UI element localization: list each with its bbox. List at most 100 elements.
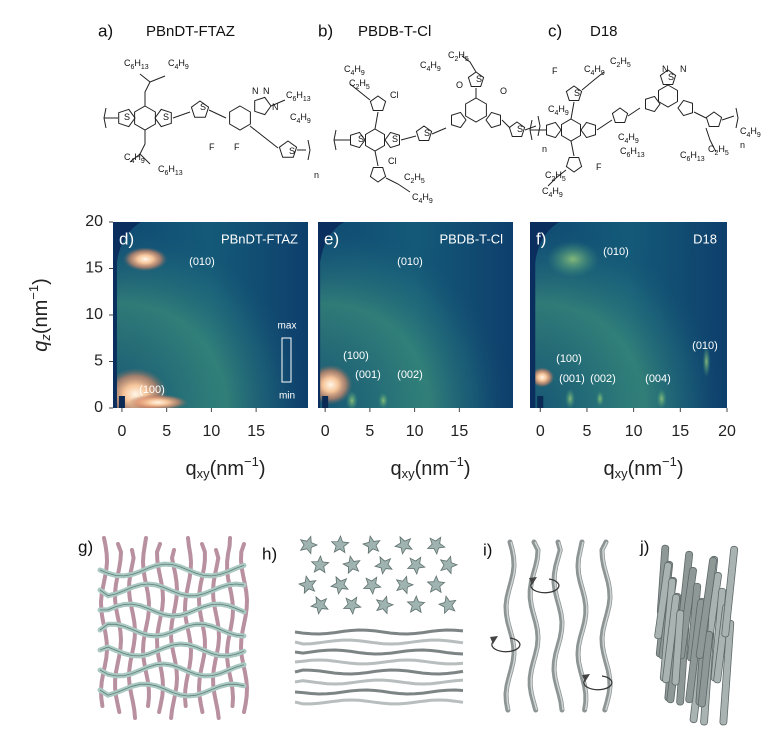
- atom-label: S: [200, 102, 206, 112]
- polymer-strand: [113, 542, 124, 714]
- peak-label: (010): [189, 256, 215, 268]
- map-title: PBnDT-FTAZ: [221, 231, 298, 246]
- arrow-head: [529, 577, 537, 585]
- y-axis-label: qz(nm−1): [26, 278, 53, 352]
- ring: [546, 121, 562, 139]
- bond: [501, 119, 511, 129]
- x-axis-label-part: ): [677, 458, 684, 480]
- x-axis-label-part: (nm: [415, 458, 449, 480]
- ring: [705, 111, 723, 127]
- strand-edge: [99, 583, 245, 597]
- y-tick-label: 10: [85, 306, 103, 323]
- bond: [139, 73, 151, 106]
- bond: [581, 71, 605, 91]
- y-tick-label: 5: [94, 353, 103, 370]
- atom-label: S: [289, 146, 295, 156]
- polymer-strand: [98, 536, 110, 708]
- panel-label: g): [78, 537, 93, 556]
- stack-cross-section: [426, 574, 446, 594]
- ring: [659, 69, 677, 85]
- atom-label: C6H13: [124, 58, 149, 70]
- chain-highlight: [530, 541, 540, 711]
- atom-label: C2H5: [708, 144, 729, 156]
- panel-label: a): [98, 21, 113, 40]
- ring: [190, 100, 210, 118]
- x-axis-label-part: (nm: [210, 458, 244, 480]
- stack-cross-section: [362, 576, 382, 596]
- chain-highlight: [554, 541, 564, 711]
- ring: [485, 111, 501, 129]
- peak-label: (001): [355, 369, 381, 381]
- bond: [721, 115, 735, 121]
- polymer-chain: [294, 698, 464, 706]
- y-axis-label-part: z: [38, 334, 53, 342]
- atom-label: Cl: [388, 156, 397, 166]
- polymer-strand: [97, 561, 247, 579]
- atom-label: n: [314, 170, 319, 180]
- strand-edge: [99, 623, 245, 637]
- y-tick-label: 20: [85, 213, 103, 230]
- ring: [677, 99, 693, 117]
- atom-label: C4H9: [124, 152, 145, 164]
- atom-label: Cl: [390, 90, 399, 100]
- panel-label: c): [548, 21, 562, 40]
- stack-cross-section: [342, 596, 362, 616]
- strand-edge: [99, 603, 245, 617]
- bond: [547, 169, 567, 187]
- peak-spot: [656, 388, 667, 408]
- colorbar: [281, 337, 292, 383]
- x-tick-label: 15: [671, 423, 689, 440]
- peak-spot: [127, 394, 188, 408]
- atom-label: N: [680, 64, 687, 74]
- ring: [467, 71, 485, 87]
- peak-spot: [596, 390, 605, 407]
- x-axis-label: qxy(nm−1): [603, 454, 683, 481]
- ring: [565, 157, 583, 173]
- polymer-strand: [97, 581, 247, 599]
- missing-wedge: [530, 222, 560, 408]
- x-tick-label: 5: [365, 423, 374, 440]
- polymer-strand: [154, 542, 166, 714]
- peak-label: (002): [590, 373, 616, 385]
- peak-spot: [123, 247, 168, 272]
- rod: [721, 545, 739, 638]
- x-axis-label-part: −1: [662, 454, 677, 469]
- colorbar-min: min: [279, 391, 295, 402]
- polymer-chain: [294, 688, 464, 696]
- rod: [697, 630, 714, 708]
- x-tick-label: 0: [536, 423, 545, 440]
- atom-label: O: [500, 86, 507, 96]
- atom-label: C4H9: [412, 192, 433, 204]
- polymer-chain: [294, 648, 464, 656]
- polymer-strand: [225, 536, 236, 708]
- peak-label: (004): [645, 373, 671, 385]
- polymer-chain: [294, 668, 464, 676]
- ring: [254, 96, 272, 116]
- atom-label: F: [234, 142, 240, 152]
- bond: [172, 111, 191, 119]
- atom-label: O: [456, 80, 463, 90]
- polymer-strand: [126, 548, 138, 720]
- atom-label: n: [542, 144, 547, 154]
- missing-wedge: [113, 222, 142, 408]
- atom-label: F: [596, 162, 602, 172]
- ring: [134, 105, 156, 131]
- beamstop: [118, 396, 125, 408]
- peak-spot: [345, 390, 358, 408]
- stack-cross-section: [374, 555, 393, 575]
- peak-spot: [702, 345, 711, 378]
- bond: [374, 111, 379, 130]
- strand-edge: [99, 683, 245, 697]
- peak-label: (100): [343, 350, 369, 362]
- missing-wedge: [318, 222, 345, 408]
- chain-highlight: [578, 541, 588, 711]
- rotation-arrow: [491, 637, 521, 653]
- x-tick-label: 10: [202, 423, 220, 440]
- chain-highlight: [506, 541, 516, 711]
- stack-cross-section: [362, 535, 381, 555]
- ring: [415, 125, 433, 141]
- arrow-head: [490, 636, 498, 644]
- molecule-name: PBnDT-FTAZ: [146, 23, 235, 40]
- polymer-strand: [238, 542, 250, 714]
